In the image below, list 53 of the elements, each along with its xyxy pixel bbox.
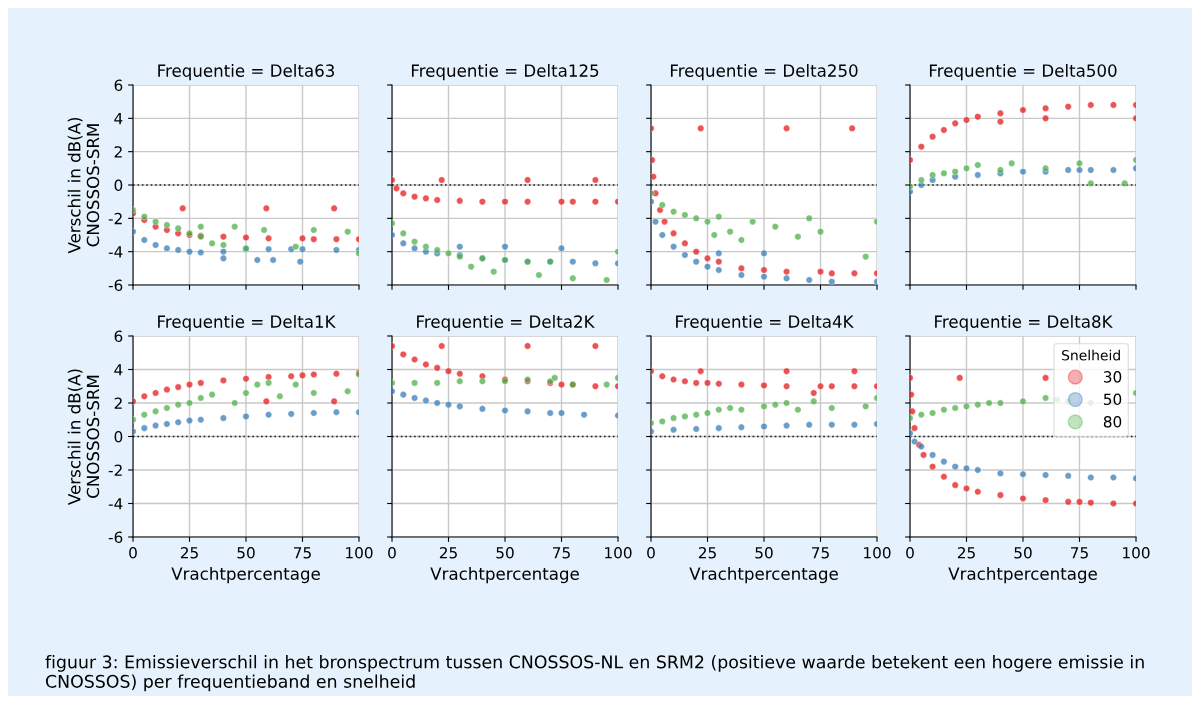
x-axis-title: Vrachtpercentage xyxy=(430,567,579,584)
y-tick-label: -4 xyxy=(108,498,123,510)
y-axis-title: Verschil in dB(A) CNOSSOS-SRM xyxy=(67,369,100,505)
chart-title: Frequentie = Delta1K xyxy=(158,315,336,332)
chart-title: Frequentie = Delta500 xyxy=(929,64,1117,81)
x-tick-label: 75 xyxy=(294,547,311,559)
y-tick-label: 0 xyxy=(114,179,123,192)
legend-label: 50 xyxy=(1103,393,1122,406)
y-tick-label: -6 xyxy=(108,279,123,292)
y-tick-label: 6 xyxy=(114,330,123,343)
y-axis-title: Verschil in dB(A) CNOSSOS-SRM xyxy=(67,117,100,254)
x-axis-title: Vrachtpercentage xyxy=(689,567,838,584)
x-tick-label: 50 xyxy=(1014,546,1032,559)
y-tick-label: 0 xyxy=(114,430,123,443)
x-tick-label: 75 xyxy=(553,547,570,559)
chart-title: Frequentie = Delta125 xyxy=(411,64,599,81)
legend-label: 80 xyxy=(1103,415,1122,428)
x-tick-label: 50 xyxy=(755,546,773,559)
x-tick-label: 100 xyxy=(1123,546,1150,559)
x-tick-label: 100 xyxy=(864,546,891,559)
chart-title: Frequentie = Delta63 xyxy=(158,64,335,81)
x-tick-label: 100 xyxy=(346,546,373,559)
chart-title: Frequentie = Delta2K xyxy=(417,315,595,332)
y-tick-label: -2 xyxy=(108,464,122,476)
y-tick-label: -6 xyxy=(108,531,123,544)
x-tick-label: 50 xyxy=(237,546,255,559)
x-tick-label: 0 xyxy=(129,546,137,559)
y-tick-label: -4 xyxy=(108,246,123,258)
x-tick-label: 25 xyxy=(957,546,975,559)
x-tick-label: 0 xyxy=(388,546,396,559)
x-tick-label: 25 xyxy=(180,546,198,559)
x-tick-label: 50 xyxy=(496,546,514,559)
y-tick-label: 2 xyxy=(114,146,122,158)
y-tick-label: 4 xyxy=(114,364,123,376)
chart-title: Frequentie = Delta4K xyxy=(676,315,854,332)
x-tick-label: 75 xyxy=(1071,547,1088,559)
x-tick-label: 25 xyxy=(439,546,457,559)
chart-title: Frequentie = Delta8K xyxy=(935,315,1113,332)
x-axis-title: Vrachtpercentage xyxy=(171,567,320,584)
y-tick-label: -2 xyxy=(108,212,122,225)
x-tick-label: 100 xyxy=(605,546,632,559)
y-tick-label: 2 xyxy=(114,397,122,409)
x-tick-label: 0 xyxy=(906,546,914,559)
x-tick-label: 0 xyxy=(647,546,655,559)
chart-title: Frequentie = Delta250 xyxy=(670,64,858,81)
x-axis-title: Vrachtpercentage xyxy=(948,567,1097,584)
legend-label: 30 xyxy=(1103,371,1122,383)
y-tick-label: 6 xyxy=(114,79,123,92)
x-tick-label: 75 xyxy=(812,547,829,559)
text: figuur 3: Emissieverschil in het bronspectrum tussen CNOSSOS-NL en SRM2 (positieve waarde betekent een hogere emissie in CNOSSOS) per frequentieband en snelheid xyxy=(45,655,1144,692)
y-tick-label: 4 xyxy=(114,113,123,125)
legend-title: Snelheid xyxy=(1062,349,1120,361)
x-tick-label: 25 xyxy=(698,546,716,559)
